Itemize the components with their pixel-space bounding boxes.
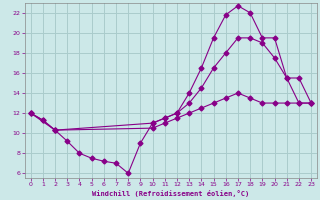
X-axis label: Windchill (Refroidissement éolien,°C): Windchill (Refroidissement éolien,°C) <box>92 190 250 197</box>
